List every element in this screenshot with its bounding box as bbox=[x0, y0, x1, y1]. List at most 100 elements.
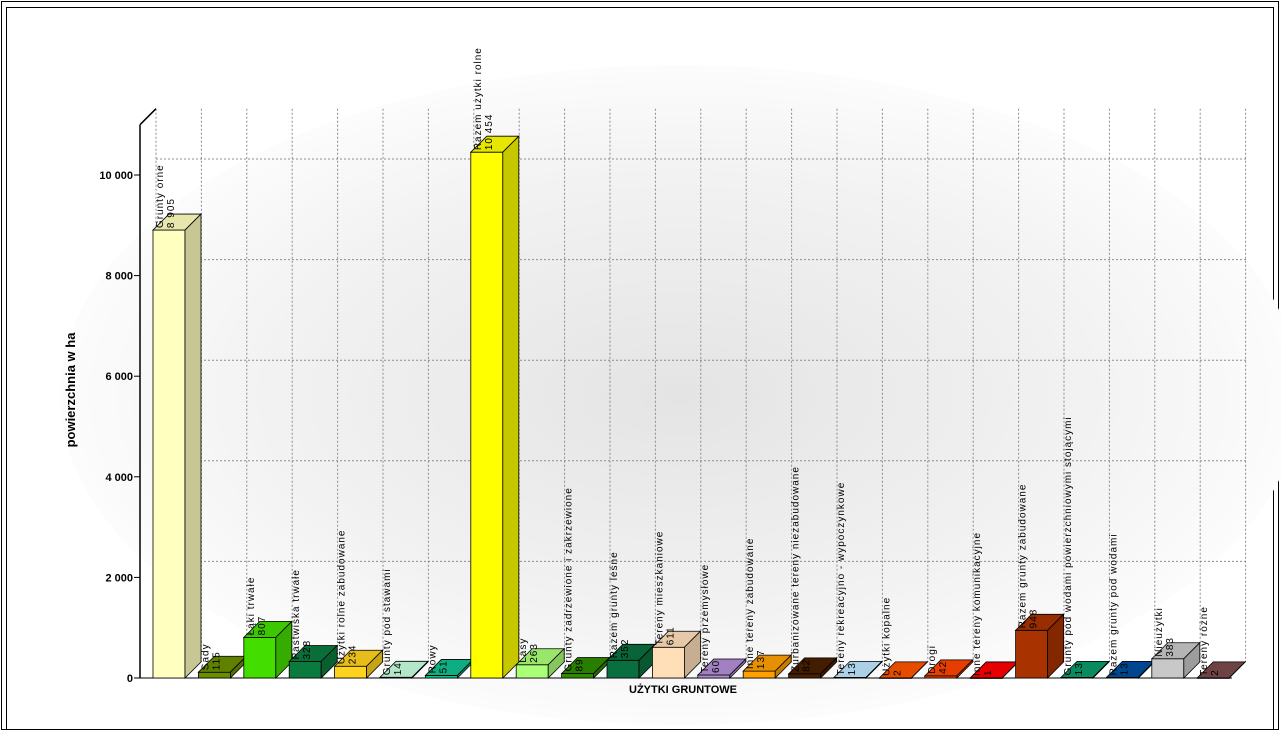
background-glow bbox=[60, 65, 1281, 725]
bar-value-label: 8 905 bbox=[166, 198, 177, 228]
bar bbox=[1150, 641, 1201, 679]
bar-value-label: 13 bbox=[1074, 662, 1085, 675]
bar bbox=[469, 135, 520, 679]
bar-side bbox=[865, 660, 883, 679]
bar-value-label: 60 bbox=[711, 660, 722, 673]
x-axis-title: UŻYTKI GRUNTOWE bbox=[629, 683, 737, 696]
bar-value-label: 13 bbox=[1119, 662, 1130, 675]
bar-front bbox=[515, 664, 549, 679]
bar-side bbox=[729, 658, 747, 679]
bar bbox=[333, 649, 384, 679]
bar-value-label: 611 bbox=[665, 626, 676, 645]
bar-side bbox=[956, 658, 974, 679]
bar-value-label: 2 bbox=[1210, 669, 1221, 676]
bar-side bbox=[820, 656, 837, 679]
bar-front bbox=[470, 151, 504, 679]
y-tick-label: 2 000 bbox=[105, 572, 133, 584]
bar-category-label: Drogi bbox=[927, 645, 938, 674]
bar-side bbox=[684, 630, 701, 679]
bar-side bbox=[1228, 660, 1246, 679]
bar-category-label: Razem grunty leśne bbox=[609, 551, 620, 658]
bar-value-label: 137 bbox=[756, 649, 767, 669]
bar-value-label: 328 bbox=[302, 640, 313, 660]
y-tick-label: 10 000 bbox=[99, 170, 133, 182]
bar bbox=[379, 660, 429, 679]
bar bbox=[742, 654, 793, 679]
y-axis-title: powierzchnia w ha bbox=[63, 332, 78, 448]
bar-side bbox=[366, 649, 384, 679]
bar bbox=[1060, 660, 1110, 679]
bar-category-label: Inne tereny zabudowane bbox=[745, 538, 756, 670]
bar bbox=[651, 630, 702, 679]
bar-category-label: Nieużytki bbox=[1154, 607, 1165, 657]
bar-category-label: Inne tereny komunikacyjne bbox=[972, 532, 983, 676]
bar-category-label: Sady bbox=[200, 643, 211, 670]
bar-category-label: Lasy bbox=[518, 638, 529, 663]
bar-front bbox=[788, 673, 821, 679]
bar-category-label: Tereny przemysłowe bbox=[700, 564, 711, 673]
bar-category-label: Grunty pod stawami bbox=[382, 568, 393, 675]
bar bbox=[242, 620, 293, 679]
bar-front bbox=[697, 674, 731, 679]
bar-category-label: Razem grunty pod wodami bbox=[1108, 533, 1119, 675]
bar-value-label: 263 bbox=[529, 643, 540, 663]
bars-layer bbox=[152, 135, 1247, 679]
bar bbox=[606, 643, 656, 679]
axis-layer: 0 2 000 4 000 6 000 8 000 10 000 bbox=[99, 108, 1232, 685]
bar bbox=[152, 213, 202, 679]
bar bbox=[923, 658, 974, 679]
bar bbox=[1014, 613, 1065, 679]
bar bbox=[560, 656, 611, 679]
bar bbox=[1196, 660, 1247, 679]
grid-layer bbox=[155, 108, 1247, 662]
bar-category-label: Razem użytki rolne bbox=[473, 47, 484, 150]
bar-category-label: Grunty pod wodami powierzchniowymi stoją… bbox=[1063, 416, 1074, 675]
y-tick-label: 4 000 bbox=[105, 472, 133, 484]
bar-side bbox=[502, 135, 520, 679]
bar-category-label: Pastwiska trwałe bbox=[291, 569, 302, 659]
y-tick-label: 0 bbox=[127, 673, 133, 685]
bar-front bbox=[152, 229, 186, 679]
bar-category-label: Razem grunty zabudowane bbox=[1018, 484, 1029, 629]
bar-front bbox=[1015, 629, 1048, 679]
bar-value-label: 352 bbox=[620, 639, 631, 659]
bar bbox=[878, 660, 929, 679]
bar-value-label: 1 bbox=[983, 669, 994, 676]
bar-category-label: Grunty orne bbox=[155, 164, 166, 228]
bar-category-label: Zurbanizowane tereny niezabudowane bbox=[791, 466, 802, 672]
bar-value-label: 14 bbox=[393, 662, 404, 675]
bar-value-label: 51 bbox=[438, 660, 449, 673]
bar-side bbox=[1047, 613, 1064, 679]
bar-value-label: 2 bbox=[892, 669, 903, 676]
bar bbox=[515, 647, 566, 679]
bar-side bbox=[1183, 641, 1201, 679]
bar bbox=[424, 658, 475, 679]
bar-side bbox=[320, 644, 338, 679]
bar-front bbox=[1151, 658, 1185, 679]
bar-category-label: Tereny różne bbox=[1199, 606, 1210, 676]
bar-category-label: Użytki rolne zabudowane bbox=[337, 529, 348, 664]
labels-layer: Grunty orne 8 905 Sady 115 Łąki trwałe 807 Pas… bbox=[155, 47, 1221, 676]
bar-front bbox=[606, 659, 640, 679]
bar-front bbox=[561, 673, 594, 679]
bar bbox=[696, 658, 747, 679]
bar-side bbox=[184, 213, 202, 679]
bar-value-label: 948 bbox=[1029, 609, 1040, 629]
bar-front bbox=[334, 665, 368, 679]
bar-side bbox=[1092, 660, 1110, 679]
bar bbox=[833, 660, 883, 679]
bar-value-label: 807 bbox=[257, 616, 268, 636]
bar-value-label: 383 bbox=[1165, 637, 1176, 657]
bar-side bbox=[774, 654, 792, 679]
bar bbox=[197, 655, 248, 679]
y-tick-label: 6 000 bbox=[105, 371, 133, 383]
bar-value-label: 82 bbox=[802, 659, 813, 672]
bar-category-label: Użytki kopalne bbox=[881, 597, 892, 676]
bar-value-label: 42 bbox=[938, 661, 949, 674]
bar-side bbox=[911, 660, 928, 679]
bar bbox=[787, 656, 838, 679]
bar bbox=[288, 644, 339, 679]
bar-category-label: Rowy bbox=[427, 644, 438, 673]
